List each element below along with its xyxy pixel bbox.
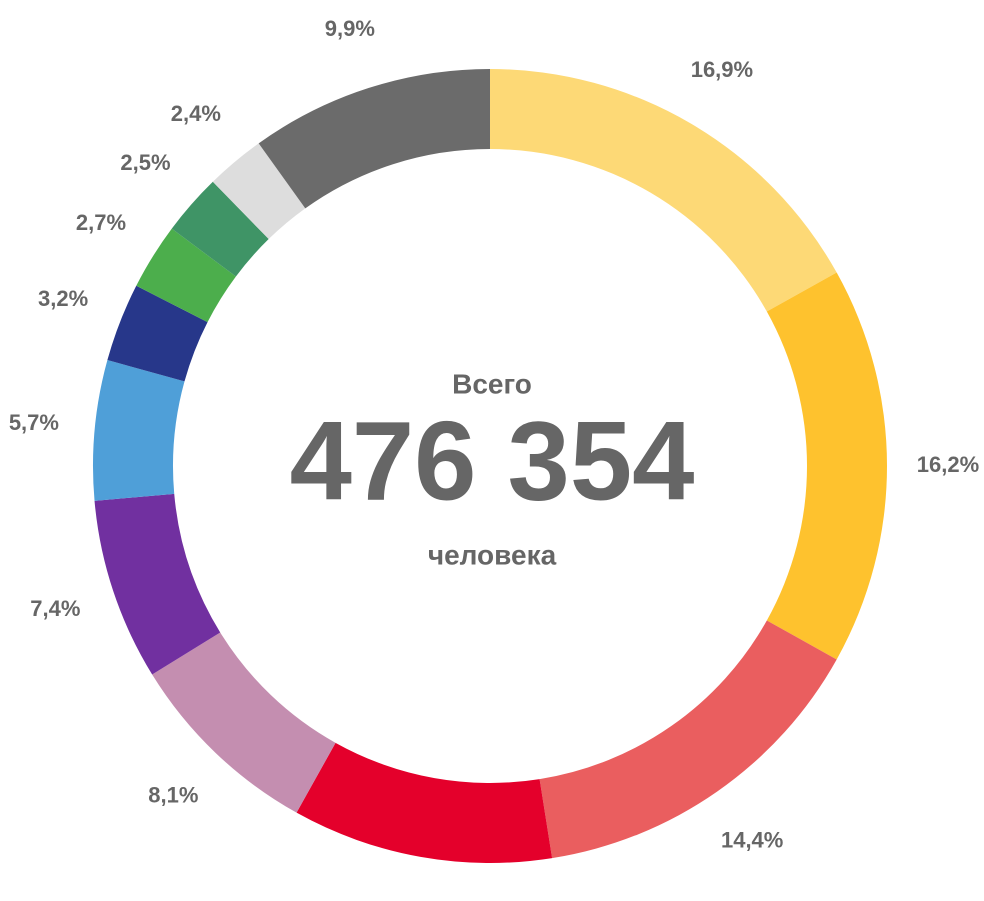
slice-label: 16,2% (917, 452, 979, 477)
slice-label: 9,9% (325, 16, 375, 41)
slice-label: 2,7% (76, 210, 126, 235)
center-unit: человека (428, 539, 557, 570)
slice-label: 7,4% (30, 596, 80, 621)
slice-label: 3,2% (38, 286, 88, 311)
slice-label: 8,1% (148, 783, 198, 808)
donut-slice (296, 742, 553, 863)
slice-label: 5,7% (9, 410, 59, 435)
donut-slice (107, 285, 208, 382)
center-caption: Всего (452, 368, 532, 399)
donut-slice (94, 493, 221, 675)
slice-label: 16,9% (691, 57, 753, 82)
donut-slice (93, 360, 185, 501)
donut-slice (539, 620, 837, 859)
center-total: 476 354 (290, 399, 695, 524)
slice-label: 14,4% (721, 827, 783, 852)
donut-slice (212, 143, 306, 240)
donut-slice (258, 69, 490, 209)
donut-slice (152, 632, 336, 813)
donut-slice (171, 181, 269, 277)
slice-label: 2,4% (171, 101, 221, 126)
slice-label: 2,5% (120, 150, 170, 175)
donut-slice (490, 69, 837, 312)
donut-slice (766, 272, 887, 660)
donut-slice (136, 228, 236, 323)
